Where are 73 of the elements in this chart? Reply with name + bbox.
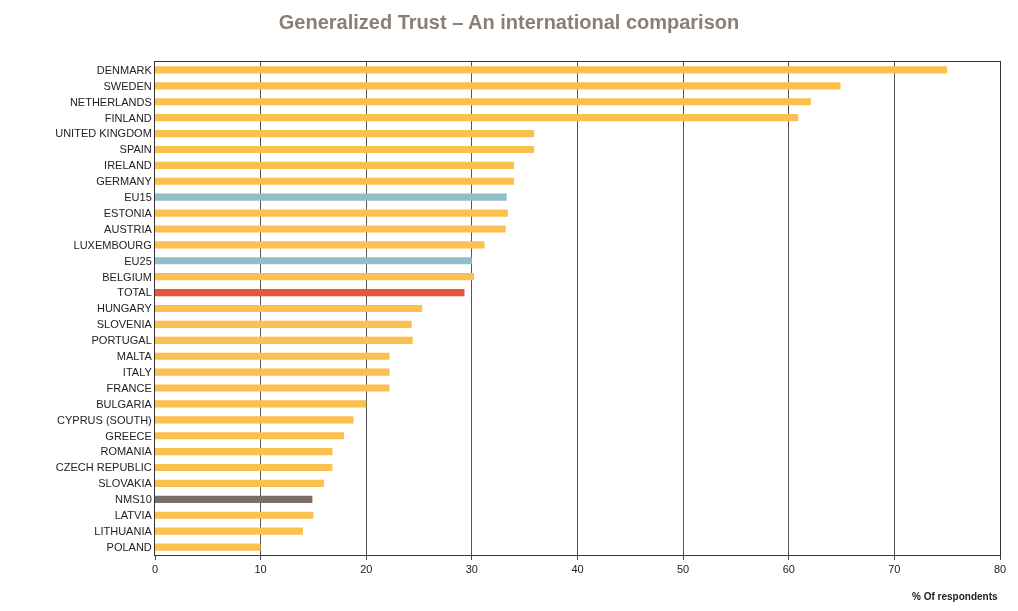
y-tick-label: FINLAND xyxy=(104,111,152,124)
bar xyxy=(155,161,515,169)
bar xyxy=(155,209,508,217)
x-axis-title: % Of respondents xyxy=(912,591,998,602)
bar xyxy=(155,82,841,90)
y-tick-label: FRANCE xyxy=(106,381,152,394)
x-tick-label: 20 xyxy=(360,563,373,576)
bar xyxy=(155,66,948,74)
bar xyxy=(155,448,333,456)
y-tick-label: SLOVENIA xyxy=(96,318,153,331)
y-tick-label: BULGARIA xyxy=(96,397,153,410)
y-tick-label: HUNGARY xyxy=(96,302,153,315)
y-tick-label: ITALY xyxy=(122,365,153,378)
y-tick-label: MALTA xyxy=(116,350,153,363)
bar xyxy=(155,495,313,503)
x-tick-label: 30 xyxy=(465,563,479,576)
bar xyxy=(155,416,354,424)
bar xyxy=(155,511,314,519)
bar xyxy=(155,527,303,535)
bar xyxy=(155,193,507,201)
bar xyxy=(155,304,423,313)
bar xyxy=(155,384,390,392)
y-tick-label: AUSTRIA xyxy=(104,222,153,235)
y-tick-label: LUXEMBOURG xyxy=(73,238,152,251)
y-tick-label: POLAND xyxy=(106,540,152,553)
y-tick-label: BELGIUM xyxy=(102,270,152,283)
y-tick-label: UNITED KINGDOM xyxy=(55,127,152,140)
x-tick-label: 80 xyxy=(993,563,1007,576)
bar xyxy=(155,241,485,249)
y-tick-label: IRELAND xyxy=(104,159,152,172)
bar xyxy=(155,463,333,472)
x-tick-label: 10 xyxy=(254,563,267,576)
y-tick-label: EU25 xyxy=(124,254,152,267)
bar xyxy=(155,129,535,138)
bar xyxy=(155,177,515,185)
y-tick-label: TOTAL xyxy=(117,286,152,299)
y-tick-label: GREECE xyxy=(105,429,152,442)
y-tick-label: ESTONIA xyxy=(103,206,153,219)
bar xyxy=(155,368,390,376)
y-tick-label: LATVIA xyxy=(114,509,153,522)
bar xyxy=(155,432,345,440)
x-tick-label: 70 xyxy=(888,563,901,576)
y-tick-label: EU15 xyxy=(124,191,152,204)
y-tick-label: CZECH REPUBLIC xyxy=(55,461,152,474)
chart-title: Generalized Trust – An international comparison xyxy=(278,11,740,34)
y-tick-label: PORTUGAL xyxy=(91,334,152,347)
y-tick-label: NETHERLANDS xyxy=(69,95,152,108)
y-tick-label: CYPRUS (SOUTH) xyxy=(57,413,152,426)
x-tick-label: 40 xyxy=(571,563,584,576)
bar xyxy=(155,289,465,297)
y-tick-label: DENMARK xyxy=(96,63,153,76)
y-tick-label: SWEDEN xyxy=(103,79,152,92)
bar xyxy=(155,257,472,265)
y-tick-label: ROMANIA xyxy=(100,445,153,458)
y-tick-label: SLOVAKIA xyxy=(98,477,153,490)
bar xyxy=(155,352,390,360)
bar xyxy=(155,320,412,328)
x-tick-label: 60 xyxy=(782,563,795,576)
bar xyxy=(155,145,535,154)
x-tick-label: 0 xyxy=(151,563,159,576)
y-tick-label: NMS10 xyxy=(115,493,152,506)
bar xyxy=(155,225,506,233)
bar xyxy=(155,98,811,106)
y-tick-label: GERMANY xyxy=(96,175,153,188)
x-tick-label: 50 xyxy=(677,563,690,576)
bar xyxy=(155,273,474,281)
bar xyxy=(155,114,799,122)
bar xyxy=(155,543,261,551)
bar xyxy=(155,479,324,488)
y-tick-label: LITHUANIA xyxy=(94,525,153,537)
bar xyxy=(155,400,367,408)
y-tick-label: SPAIN xyxy=(119,143,152,156)
bar xyxy=(155,336,413,344)
